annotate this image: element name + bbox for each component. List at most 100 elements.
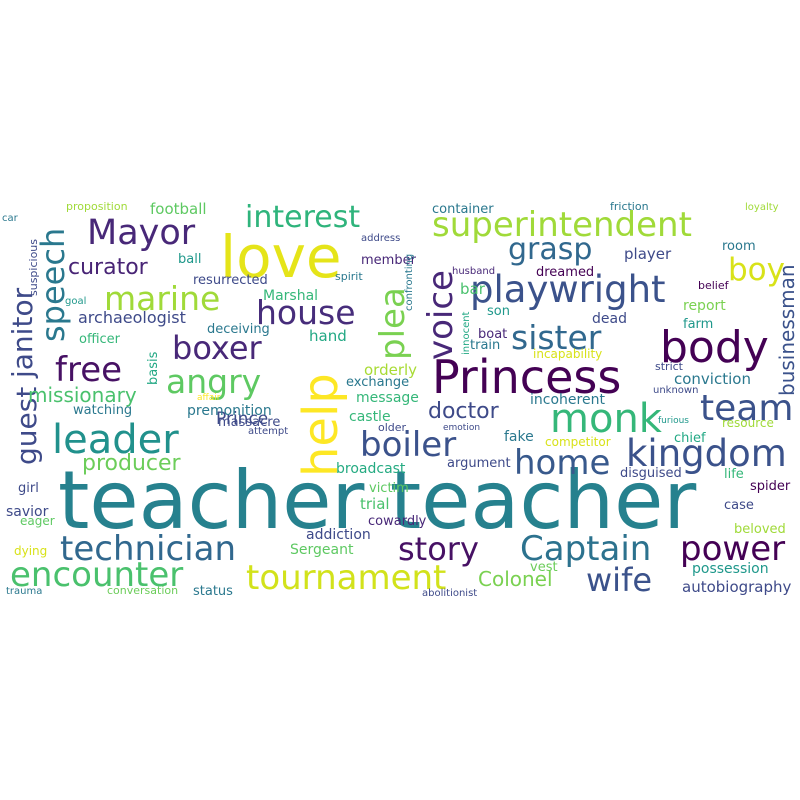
word-massacre: massacre xyxy=(218,415,280,430)
word-trial: trial xyxy=(360,495,390,513)
word-boiler: boiler xyxy=(360,425,456,465)
word-angry: angry xyxy=(166,362,261,401)
word-deceiving: deceiving xyxy=(207,322,270,337)
word-house: house xyxy=(256,293,356,332)
word-power: power xyxy=(680,529,785,569)
word-address: address xyxy=(361,233,400,244)
word-older: older xyxy=(378,421,407,434)
word-dying: dying xyxy=(14,544,47,558)
word-dead: dead xyxy=(592,311,627,327)
word-competitor: competitor xyxy=(545,435,611,449)
word-sister: sister xyxy=(511,318,602,357)
word-victim: victim xyxy=(369,481,409,496)
word-castle: castle xyxy=(349,409,391,425)
word-missionary: missionary xyxy=(28,383,137,407)
word-bar: bar xyxy=(460,280,486,298)
word-marshal: Marshal xyxy=(263,288,318,304)
word-orderly: orderly xyxy=(364,361,417,379)
word-car: car xyxy=(2,213,19,224)
word-chief: chief xyxy=(674,431,706,446)
word-member: member xyxy=(361,253,417,268)
word-plea: plea xyxy=(373,287,413,360)
word-eager: eager xyxy=(20,514,55,528)
word-cowardly: cowardly xyxy=(368,514,427,529)
word-playwright: playwright xyxy=(470,268,666,311)
word-husband: husband xyxy=(452,266,495,277)
word-addiction: addiction xyxy=(306,527,371,543)
word-innocent: innocent xyxy=(461,311,472,355)
word-free: free xyxy=(55,350,122,390)
word-technician: technician xyxy=(60,529,236,569)
word-proposition: proposition xyxy=(66,200,128,213)
word-monk: monk xyxy=(550,396,663,442)
word-encounter: encounter xyxy=(10,555,183,595)
word-mayor: Mayor xyxy=(87,213,196,253)
word-colonel: Colonel xyxy=(478,567,553,591)
word-resource: resource xyxy=(722,416,774,430)
word-tournament: tournament xyxy=(246,558,446,598)
word-exchange: exchange xyxy=(346,375,409,390)
word-captain: Captain xyxy=(520,529,651,569)
word-furious: furious xyxy=(658,416,689,426)
word-spirit: spirit xyxy=(335,270,363,283)
word-player: player xyxy=(624,245,672,263)
word-vest: vest xyxy=(530,560,558,575)
word-beloved: beloved xyxy=(734,522,786,537)
word-conversation: conversation xyxy=(107,584,178,597)
word-boy: boy xyxy=(728,252,785,288)
word-abolitionist: abolitionist xyxy=(422,588,477,599)
word-story: story xyxy=(398,530,479,568)
word-basis: basis xyxy=(146,351,161,385)
word-producer: producer xyxy=(82,451,182,476)
word-strict: strict xyxy=(655,360,684,373)
word-loyalty: loyalty xyxy=(745,202,779,213)
word-doctor: doctor xyxy=(428,399,500,424)
word-spider: spider xyxy=(750,479,791,494)
word-hand: hand xyxy=(309,327,347,345)
word-marine: marine xyxy=(104,279,220,318)
word-ball: ball xyxy=(178,252,201,267)
word-superintendent: superintendent xyxy=(432,205,692,245)
word-life: life xyxy=(724,467,744,482)
word-incapability: incapability xyxy=(533,347,602,361)
word-teacher-teacher: teacher teacher xyxy=(58,454,696,547)
word-premonition: premonition xyxy=(187,403,272,419)
word-savior: savior xyxy=(6,504,49,520)
word-status: status xyxy=(193,584,233,599)
word-body: body xyxy=(660,322,769,373)
word-goal: goal xyxy=(65,296,86,307)
word-prince: Prince xyxy=(216,409,268,429)
word-voice: voice xyxy=(421,270,461,360)
word-case: case xyxy=(724,498,754,513)
word-trauma: trauma xyxy=(6,586,42,597)
word-unknown: unknown xyxy=(653,385,698,396)
word-conviction: conviction xyxy=(674,370,751,388)
word-argument: argument xyxy=(447,456,511,471)
word-help: help xyxy=(293,373,349,477)
word-attempt: attempt xyxy=(248,426,288,437)
word-archaeologist: archaeologist xyxy=(78,308,186,327)
word-football: football xyxy=(150,200,207,218)
word-confronting: confronting xyxy=(404,254,415,311)
word-businessman: businessman xyxy=(775,264,799,396)
word-guest: guest xyxy=(10,387,43,465)
word-farm: farm xyxy=(683,317,713,332)
word-grasp: grasp xyxy=(508,232,592,267)
word-princess: Princess xyxy=(432,350,621,404)
word-fake: fake xyxy=(504,429,534,445)
word-girl: girl xyxy=(18,481,39,496)
word-kingdom: kingdom xyxy=(626,432,787,475)
word-autobiography: autobiography xyxy=(682,578,792,596)
word-report: report xyxy=(683,298,726,314)
word-team: team xyxy=(700,388,793,429)
word-friction: friction xyxy=(610,200,649,213)
word-wife: wife xyxy=(586,561,652,599)
word-officer: officer xyxy=(79,332,121,347)
word-train: train xyxy=(470,338,500,353)
word-possession: possession xyxy=(692,561,769,577)
word-leader: leader xyxy=(52,417,179,463)
word-resurrected: resurrected xyxy=(193,273,268,288)
word-belief: belief xyxy=(698,279,730,292)
word-disguised: disguised xyxy=(620,466,682,481)
